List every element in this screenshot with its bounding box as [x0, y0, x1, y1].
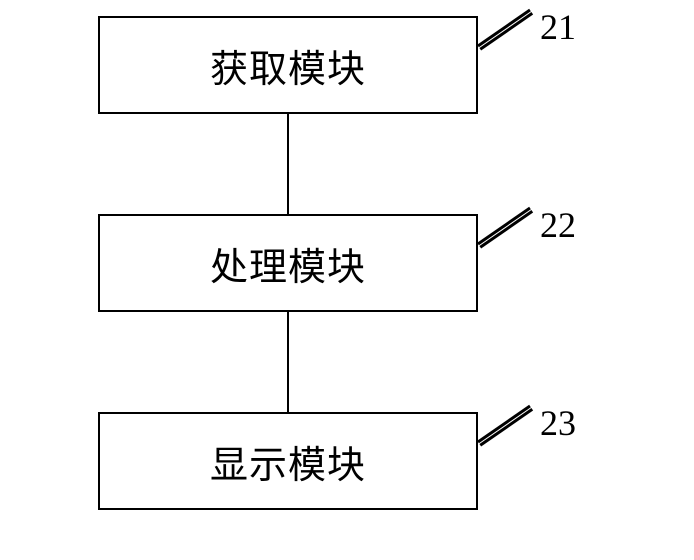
callout-label-21: 21: [540, 6, 576, 48]
node-display-module: 显示模块: [98, 412, 478, 510]
connector-1-2: [287, 114, 289, 214]
diagram-canvas: 获取模块 处理模块 显示模块 21 22 23: [0, 0, 694, 560]
node-process-module-label: 处理模块: [210, 236, 366, 291]
connector-2-3: [287, 312, 289, 412]
node-process-module: 处理模块: [98, 214, 478, 312]
callout-label-22: 22: [540, 204, 576, 246]
node-display-module-label: 显示模块: [210, 434, 366, 489]
node-acquire-module: 获取模块: [98, 16, 478, 114]
callout-label-23: 23: [540, 402, 576, 444]
node-acquire-module-label: 获取模块: [210, 38, 366, 93]
